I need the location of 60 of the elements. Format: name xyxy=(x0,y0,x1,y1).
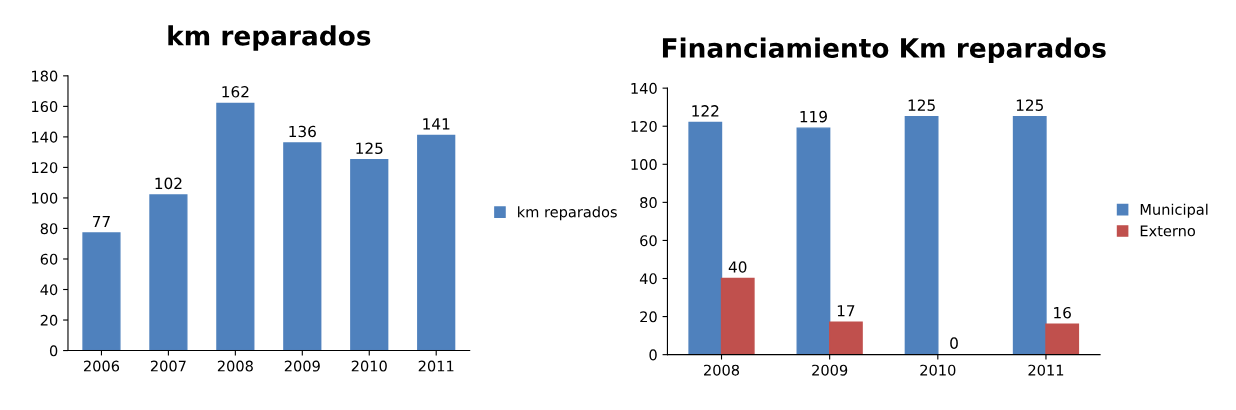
data-label: 125 xyxy=(1016,99,1043,111)
y-tick-label: 0 xyxy=(649,349,657,361)
legend-label: Municipal xyxy=(1140,203,1208,218)
bar xyxy=(417,134,456,351)
chart-title: km reparados xyxy=(168,25,371,51)
bar xyxy=(82,232,121,351)
y-tick-label: 20 xyxy=(40,314,58,326)
data-label: 122 xyxy=(692,105,719,117)
x-tick-label: 2011 xyxy=(418,360,454,372)
x-tick-label: 2006 xyxy=(83,360,120,372)
bar xyxy=(149,194,188,351)
legend-label: km reparados xyxy=(518,206,617,221)
y-tick-label: 80 xyxy=(40,223,58,235)
x-tick-label: 2009 xyxy=(284,360,320,372)
y-tick-label: 100 xyxy=(32,192,58,204)
y-tick-label: 180 xyxy=(32,70,58,82)
y-tick-label: 40 xyxy=(40,284,58,296)
x-tick-label: 2010 xyxy=(351,360,387,372)
x-tick-label: 2007 xyxy=(150,360,186,372)
y-tick-label: 120 xyxy=(32,162,58,174)
data-label: 162 xyxy=(222,86,249,98)
legend-label: Externo xyxy=(1140,225,1196,237)
x-tick-label: 2008 xyxy=(704,364,740,376)
bar xyxy=(350,159,389,351)
x-tick-label: 2008 xyxy=(217,360,253,372)
y-tick-label: 60 xyxy=(40,253,58,265)
bar xyxy=(216,102,255,351)
y-tick-label: 0 xyxy=(49,345,58,357)
x-tick-label: 2011 xyxy=(1028,364,1064,376)
data-label: 141 xyxy=(423,118,450,130)
data-label: 119 xyxy=(800,110,827,123)
y-tick-label: 40 xyxy=(639,273,657,285)
bar xyxy=(720,277,755,355)
x-tick-label: 2009 xyxy=(812,364,848,376)
bar xyxy=(283,142,322,351)
data-label: 125 xyxy=(908,99,935,111)
data-label: 40 xyxy=(728,261,747,273)
y-tick-label: 140 xyxy=(631,82,657,94)
bar xyxy=(1045,323,1080,355)
y-tick-label: 80 xyxy=(640,197,657,209)
bar xyxy=(1012,116,1047,355)
y-tick-label: 100 xyxy=(631,159,657,171)
data-label: 0 xyxy=(950,337,958,349)
data-label: 125 xyxy=(356,142,383,155)
y-tick-label: 160 xyxy=(32,101,58,113)
y-tick-label: 20 xyxy=(640,311,657,323)
data-label: 16 xyxy=(1054,306,1071,319)
y-tick-label: 140 xyxy=(32,131,58,143)
data-label: 102 xyxy=(155,177,182,190)
data-label: 136 xyxy=(289,125,316,138)
data-label: 77 xyxy=(92,215,110,228)
chart-title: Financiamiento Km reparados xyxy=(662,37,1106,64)
bar xyxy=(904,116,939,355)
bar xyxy=(828,321,863,355)
x-tick-label: 2010 xyxy=(920,364,956,376)
y-tick-label: 120 xyxy=(631,120,657,132)
bar xyxy=(796,127,831,355)
data-label: 17 xyxy=(837,305,855,317)
bar xyxy=(688,121,723,355)
y-tick-label: 60 xyxy=(640,235,657,247)
